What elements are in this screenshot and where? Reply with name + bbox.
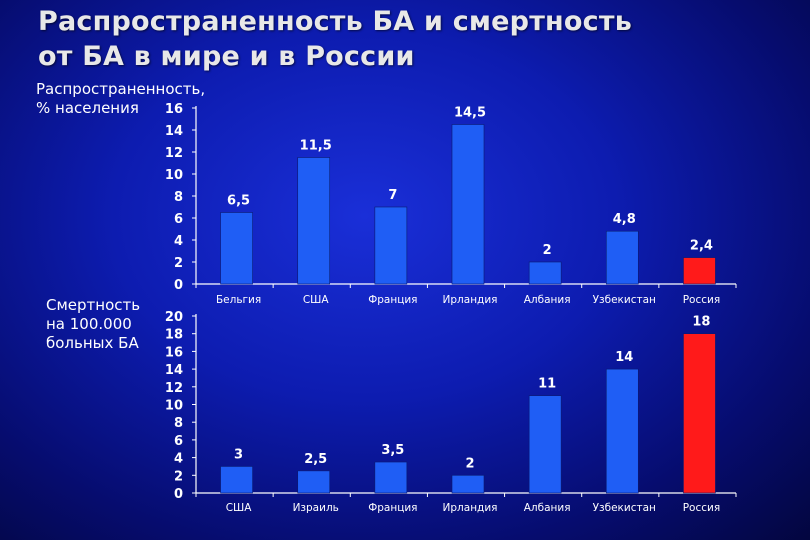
mortality-category-label: Франция	[368, 502, 417, 514]
mortality-y-tick-label: 12	[165, 381, 183, 396]
mortality-value-label: 14	[615, 350, 633, 365]
prevalence-category-label: Франция	[368, 294, 417, 306]
mortality-value-label: 2,5	[304, 452, 327, 467]
prevalence-category-label: Россия	[683, 294, 720, 306]
mortality-value-label: 3,5	[381, 443, 404, 458]
prevalence-value-label: 7	[388, 188, 397, 203]
mortality-y-tick-label: 20	[165, 310, 183, 325]
title-line-2: от БА в мире и в России	[38, 41, 415, 72]
prevalence-bar-4	[451, 124, 485, 285]
prevalence-y-tick-label: 16	[165, 102, 183, 117]
prevalence-value-label: 6,5	[227, 194, 250, 209]
prevalence-y-tick-label: 14	[165, 124, 183, 139]
mortality-bar-3	[374, 461, 408, 494]
prevalence-bar-5	[528, 261, 562, 285]
mortality-category-label: Израиль	[293, 502, 339, 514]
mortality-y-tick-label: 4	[174, 452, 183, 467]
mortality-value-label: 3	[234, 447, 243, 462]
prevalence-category-label: Албания	[524, 294, 571, 306]
prevalence-y-tick-label: 2	[174, 256, 183, 271]
mortality-axis-label: Смертность на 100.000 больных БА	[46, 296, 141, 352]
prevalence-bar-7	[683, 257, 716, 285]
title-line-1: Распространенность БА и смертность	[38, 6, 632, 37]
mortality-y-tick-label: 16	[165, 345, 183, 360]
prevalence-value-label: 4,8	[613, 212, 636, 227]
prevalence-y-tick-label: 10	[165, 168, 183, 183]
mortality-category-label: Узбекистан	[593, 502, 656, 514]
prevalence-bar-2	[297, 157, 331, 285]
mortality-y-tick-label: 2	[174, 469, 183, 484]
prevalence-bar-1	[220, 212, 253, 285]
prevalence-category-label: Ирландия	[443, 294, 498, 306]
prevalence-axis-label: Распространенность, % населения	[36, 80, 206, 117]
mortality-y-tick-label: 10	[165, 399, 183, 414]
mortality-y-tick-label: 18	[165, 328, 183, 343]
mortality-bar-7	[683, 333, 716, 494]
prevalence-y-tick-label: 8	[174, 190, 183, 205]
mortality-value-label: 18	[692, 315, 710, 330]
mortality-bar-5	[528, 395, 562, 494]
prevalence-y-tick-label: 6	[174, 212, 183, 227]
mortality-bar-4	[451, 474, 485, 494]
mortality-category-label: США	[226, 502, 253, 514]
mortality-bar-1	[220, 466, 253, 494]
prevalence-bar-3	[374, 206, 408, 285]
prevalence-bar-6	[605, 230, 639, 285]
mortality-value-label: 2	[465, 456, 474, 471]
prevalence-category-label: Бельгия	[216, 294, 261, 306]
mortality-value-label: 11	[538, 377, 556, 392]
prevalence-value-label: 2,4	[690, 239, 713, 254]
mortality-y-tick-label: 0	[174, 487, 183, 502]
mortality-category-label: Ирландия	[443, 502, 498, 514]
prevalence-y-tick-label: 12	[165, 146, 183, 161]
prevalence-category-label: Узбекистан	[593, 294, 656, 306]
mortality-y-tick-label: 14	[165, 363, 183, 378]
mortality-category-label: Албания	[524, 502, 571, 514]
prevalence-value-label: 14,5	[454, 106, 486, 121]
slide-title: Распространенность БА и смертность от БА…	[38, 4, 632, 74]
mortality-category-label: Россия	[683, 502, 720, 514]
prevalence-value-label: 2	[543, 243, 552, 258]
prevalence-value-label: 11,5	[300, 139, 332, 154]
prevalence-category-label: США	[303, 294, 330, 306]
mortality-bar-6	[605, 368, 639, 494]
prevalence-y-tick-label: 0	[174, 278, 183, 293]
mortality-y-tick-label: 8	[174, 416, 183, 431]
prevalence-y-tick-label: 4	[174, 234, 183, 249]
mortality-y-tick-label: 6	[174, 434, 183, 449]
mortality-bar-2	[297, 470, 331, 494]
